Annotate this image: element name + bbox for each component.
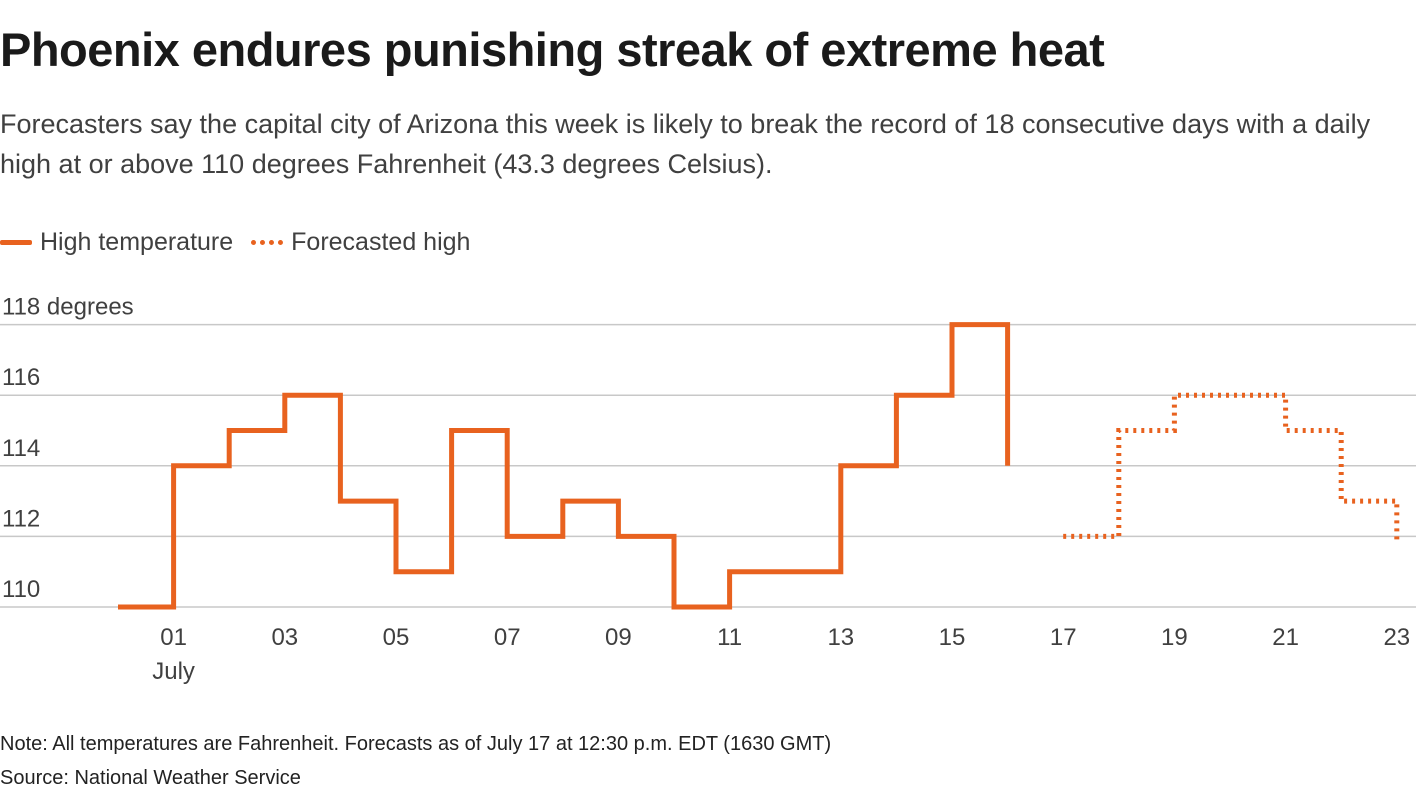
- x-tick-label-13: 13: [827, 624, 854, 651]
- x-tick-label-01: 01: [160, 624, 187, 651]
- series-line-forecast: [1063, 392, 1400, 545]
- y-axis-labels: 118 degrees 116 114 112 110: [2, 294, 134, 603]
- chart-source: Source: National Weather Service: [0, 767, 301, 789]
- y-tick-label-116: 116: [2, 364, 40, 391]
- legend-label-observed: High temperature: [40, 227, 234, 256]
- legend-swatch-dotted: [251, 239, 284, 245]
- x-tick-label-03: 03: [271, 624, 298, 651]
- x-tick-label-05: 05: [383, 624, 410, 651]
- temperature-chart: 118 degrees 116 114 112 110 01 July 03 05 07 09 11…: [0, 294, 1416, 685]
- x-tick-label-07: 07: [494, 624, 521, 651]
- y-tick-label-114: 114: [2, 435, 40, 462]
- legend-label-forecast: Forecasted high: [291, 227, 471, 256]
- x-tick-label-11: 11: [717, 624, 742, 651]
- y-tick-label-118: 118 degrees: [2, 294, 134, 321]
- legend-swatch-solid: [0, 239, 32, 245]
- chart-note: Note: All temperatures are Fahrenheit. F…: [0, 733, 832, 755]
- x-tick-label-23: 23: [1383, 624, 1410, 651]
- chart-title: Phoenix endures punishing streak of extr…: [0, 23, 1105, 76]
- x-tick-label-19: 19: [1161, 624, 1188, 651]
- y-tick-label-112: 112: [2, 505, 40, 532]
- legend: High temperature Forecasted high: [0, 226, 488, 258]
- x-tick-label-17: 17: [1050, 624, 1077, 651]
- series-line-observed: [118, 322, 1011, 610]
- x-tick-sublabel-month: July: [152, 658, 195, 685]
- x-axis-labels: 01 July 03 05 07 09 11 13 15 17 19 21 23: [152, 624, 1410, 685]
- x-tick-label-21: 21: [1272, 624, 1299, 651]
- chart-subtitle: Forecasters say the capital city of Ariz…: [0, 109, 1371, 179]
- x-tick-label-15: 15: [939, 624, 966, 651]
- legend-item-observed: High temperature: [0, 228, 233, 257]
- x-tick-label-09: 09: [605, 624, 632, 651]
- series: [118, 322, 1400, 610]
- legend-item-forecast: Forecasted high: [251, 228, 470, 257]
- y-tick-label-110: 110: [2, 576, 40, 603]
